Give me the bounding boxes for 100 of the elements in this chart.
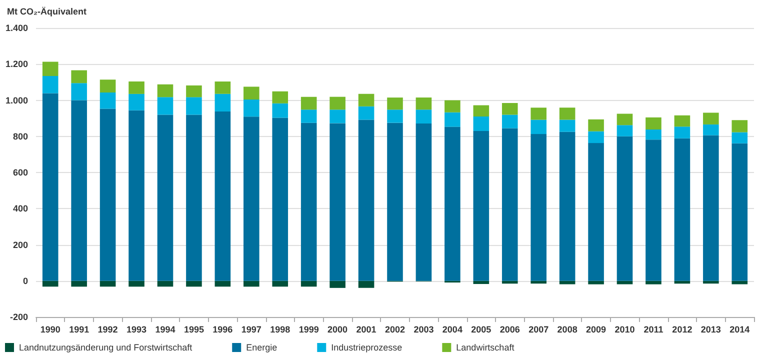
bar	[588, 280, 604, 284]
y-tick-label: -200	[10, 312, 28, 322]
bar	[703, 124, 719, 136]
bar	[588, 119, 604, 132]
bar	[616, 125, 633, 136]
bar	[616, 114, 633, 126]
bar	[502, 102, 518, 115]
x-tick-label: 1999	[298, 324, 319, 334]
bar	[616, 136, 633, 281]
bar	[674, 280, 690, 284]
bar	[244, 86, 260, 100]
x-tick-label: 2002	[384, 324, 406, 334]
bar	[214, 111, 231, 281]
bar	[473, 116, 490, 131]
bar	[42, 280, 58, 287]
y-tick-label: 800	[12, 131, 28, 142]
bar	[186, 97, 202, 115]
bar	[588, 143, 604, 281]
bar	[330, 110, 346, 124]
bar	[387, 98, 403, 110]
bar	[559, 280, 576, 284]
bar	[128, 280, 144, 287]
bar	[387, 110, 403, 123]
y-axis-title: Mt CO₂-Äquivalent	[7, 6, 86, 16]
x-tick-label: 1996	[212, 324, 233, 334]
x-tick-label: 2005	[471, 324, 492, 334]
bar	[416, 124, 432, 281]
bar	[214, 280, 231, 287]
bar	[157, 97, 174, 115]
x-tick-label: 1991	[69, 324, 90, 334]
bar	[559, 108, 576, 120]
bar	[42, 76, 58, 94]
x-tick-label: 2012	[672, 324, 692, 334]
bar	[732, 143, 748, 281]
bar	[157, 114, 174, 281]
x-tick-label: 2000	[328, 324, 348, 334]
x-tick-label: 2011	[644, 324, 664, 334]
x-tick-label: 2003	[414, 324, 434, 334]
bar	[244, 100, 260, 117]
x-tick-label: 2001	[356, 324, 376, 334]
bar	[300, 122, 317, 281]
bar	[300, 96, 317, 110]
bar	[100, 80, 116, 92]
bar	[502, 280, 518, 284]
bar	[358, 280, 374, 288]
legend-label: Industrieprozesse	[331, 342, 402, 352]
x-tick-label: 1992	[98, 324, 118, 334]
y-tick-label: 600	[12, 168, 28, 178]
bar	[646, 280, 662, 284]
bar	[530, 120, 546, 134]
x-tick-label: 2013	[700, 324, 721, 334]
legend-label: Landnutzungsänderung und Forstwirtschaft	[19, 342, 193, 352]
bar	[157, 84, 174, 98]
bar	[300, 280, 317, 287]
bar	[272, 91, 288, 104]
bar	[100, 92, 116, 109]
y-tick-label: 1.400	[5, 23, 28, 33]
bar	[674, 138, 690, 281]
bar	[358, 120, 374, 281]
bar	[272, 103, 288, 118]
legend-label: Landwirtschaft	[456, 342, 515, 352]
y-tick-label: 1.200	[5, 59, 28, 70]
bar	[387, 122, 403, 281]
x-tick-label: 2014	[730, 324, 750, 334]
bar	[703, 135, 719, 281]
bar	[732, 132, 748, 144]
y-tick-label: 400	[12, 204, 28, 214]
x-tick-label: 1997	[241, 324, 262, 334]
bar	[473, 105, 490, 117]
bar	[444, 126, 460, 281]
bar	[358, 94, 374, 106]
bar	[128, 94, 144, 110]
x-tick-label: 2008	[557, 324, 578, 334]
bar	[473, 130, 490, 281]
bar	[214, 81, 231, 94]
bar	[330, 123, 346, 281]
bar	[128, 81, 144, 94]
bar	[71, 83, 87, 100]
bar	[186, 85, 202, 98]
bar	[646, 117, 662, 130]
bar	[732, 120, 748, 132]
bar	[588, 131, 604, 144]
bar	[646, 130, 662, 140]
bar	[330, 96, 346, 110]
y-tick-label: 200	[12, 240, 28, 250]
x-tick-label: 1998	[270, 324, 290, 334]
bar	[502, 128, 518, 281]
bar	[330, 280, 346, 288]
y-tick-label: 0	[22, 276, 28, 286]
x-tick-label: 1994	[155, 324, 176, 334]
bar	[244, 116, 260, 281]
x-tick-label: 2007	[528, 324, 549, 334]
x-tick-label: 2006	[500, 324, 520, 334]
legend-label: Energie	[246, 342, 278, 352]
bar	[157, 280, 174, 287]
bar	[128, 110, 144, 281]
bar	[616, 280, 633, 284]
bar	[272, 118, 288, 281]
bar	[71, 70, 87, 84]
x-tick-label: 1990	[40, 324, 60, 334]
